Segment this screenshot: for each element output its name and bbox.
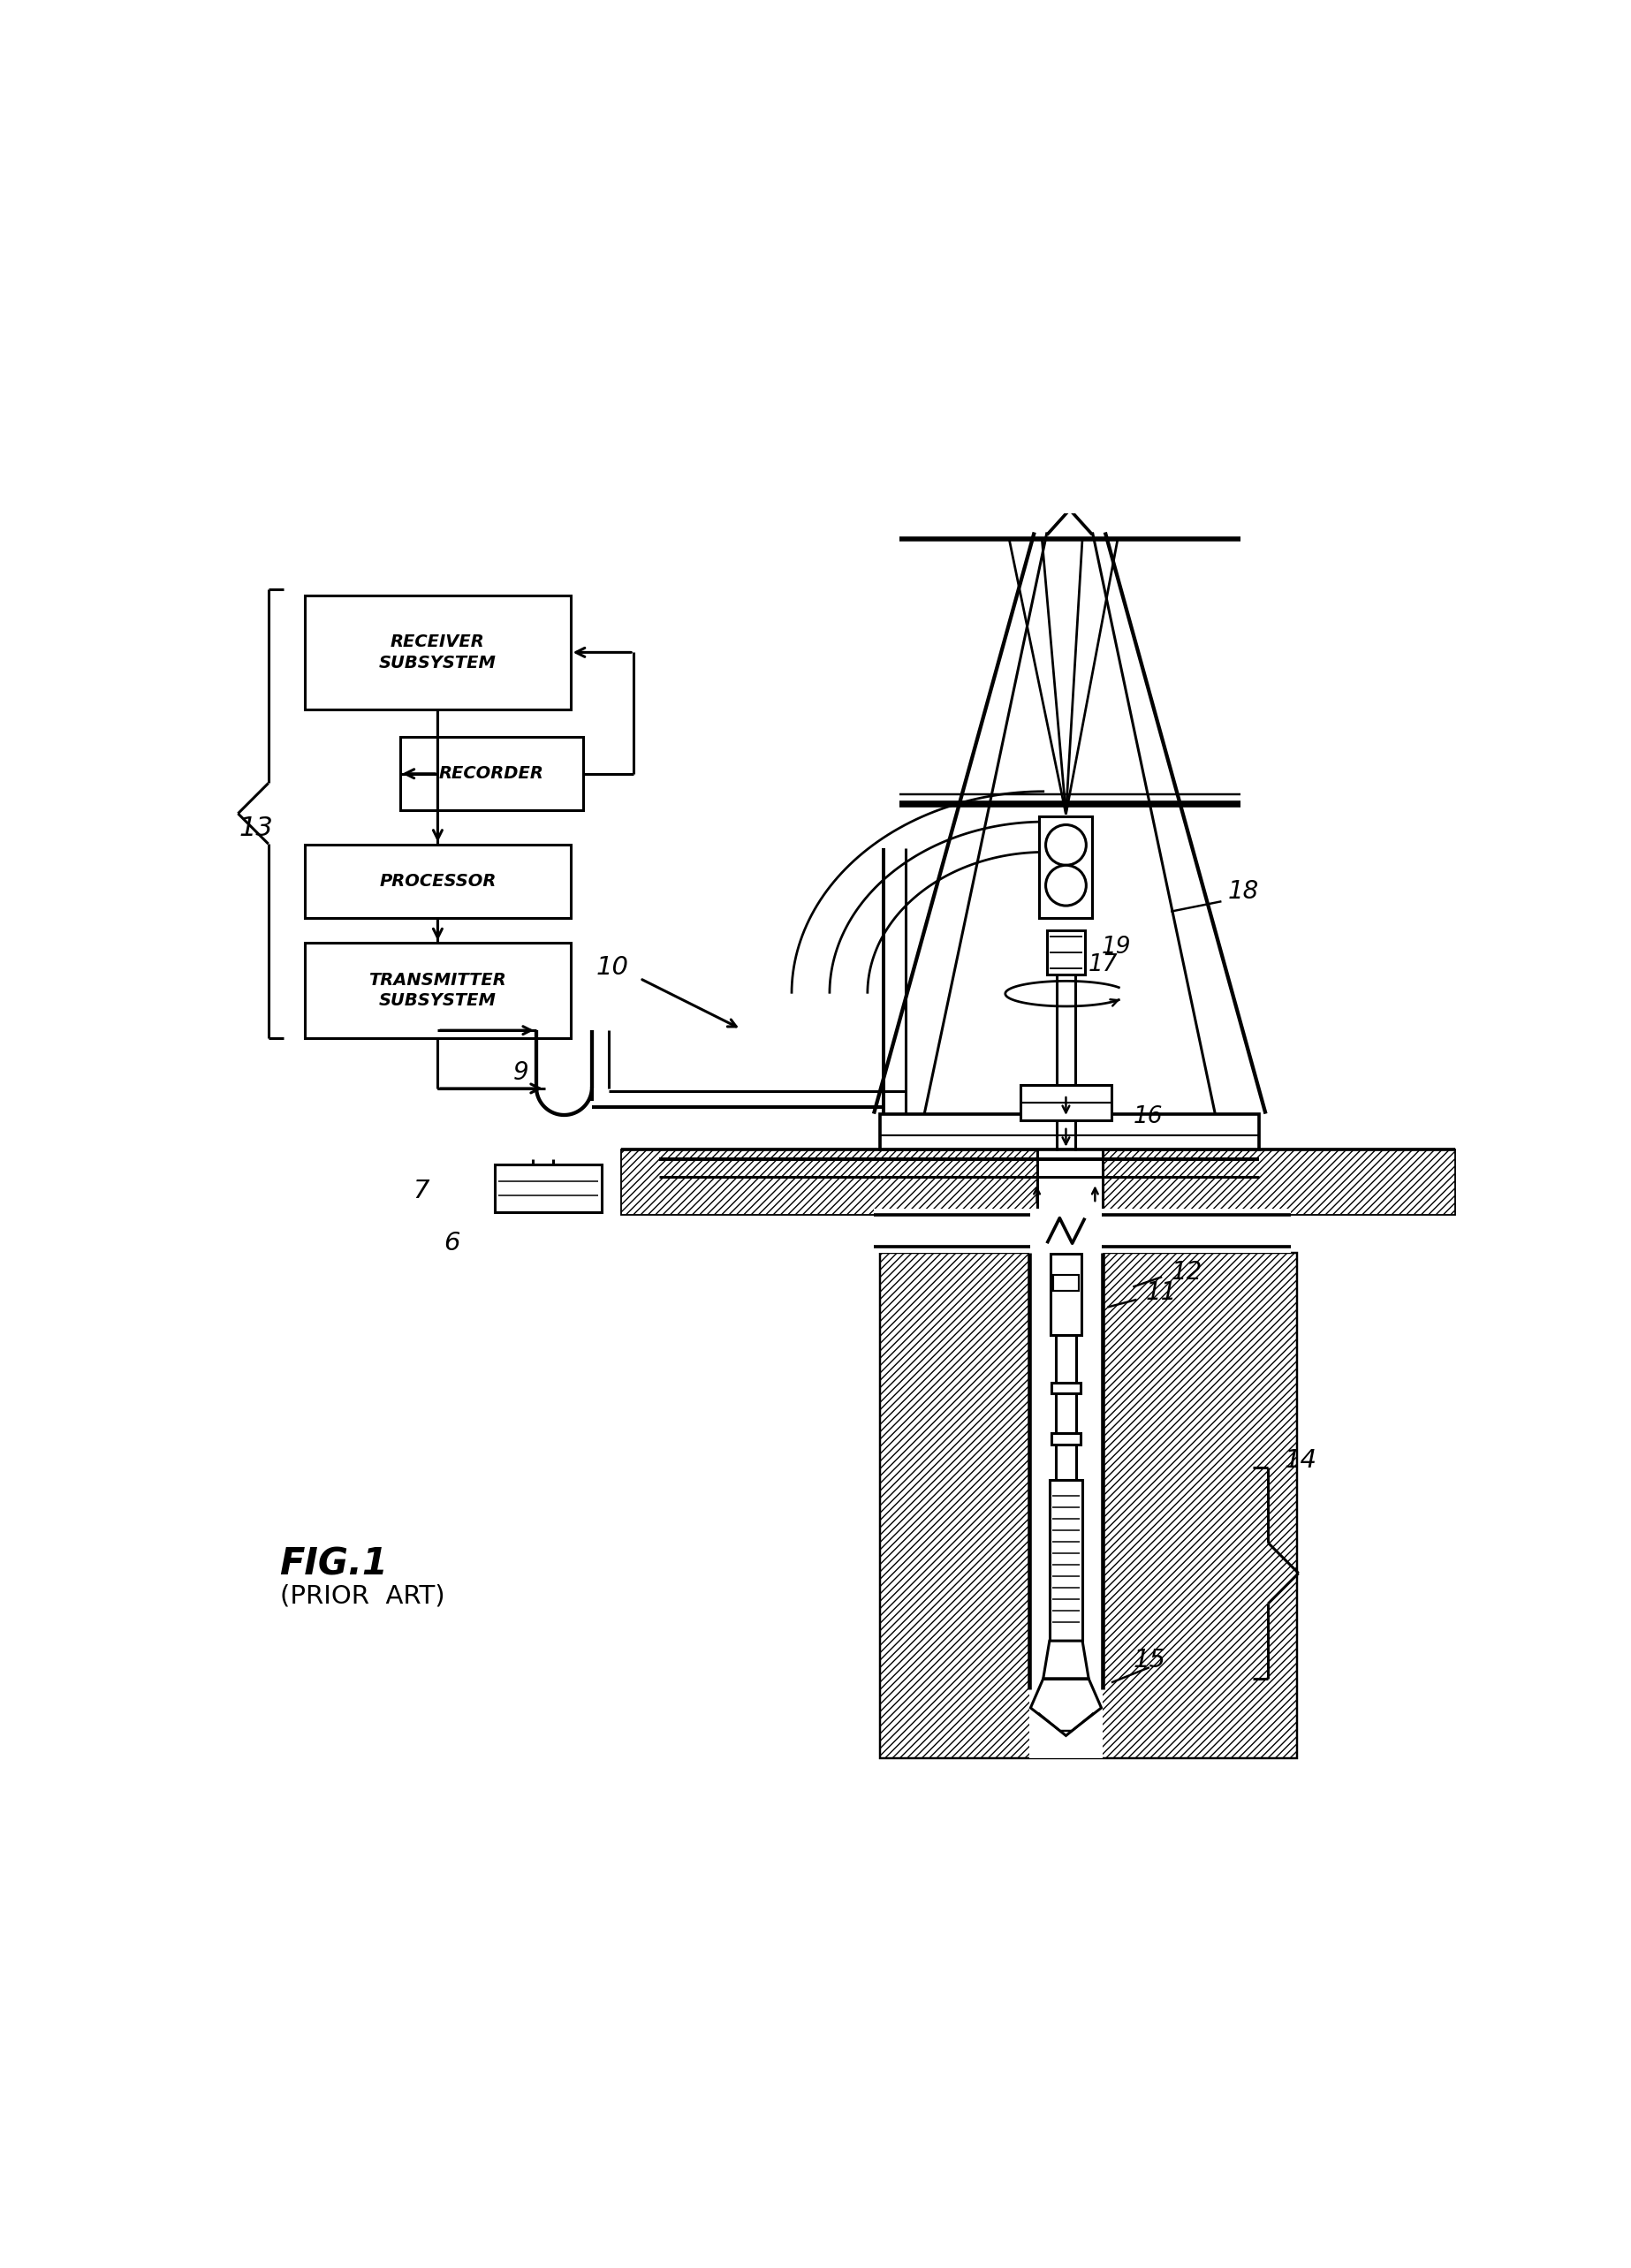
Bar: [1052, 1381, 1081, 1395]
Circle shape: [1045, 864, 1086, 905]
Bar: [1054, 1275, 1078, 1290]
Bar: [1049, 1481, 1083, 1640]
Text: 17: 17: [1088, 953, 1119, 975]
Bar: [881, 1114, 1259, 1150]
Bar: [1050, 1254, 1081, 1336]
Text: 18: 18: [1228, 880, 1259, 905]
Text: 11: 11: [1145, 1279, 1176, 1304]
Text: 16: 16: [1134, 1105, 1163, 1127]
Text: RECEIVER
SUBSYSTEM: RECEIVER SUBSYSTEM: [378, 633, 496, 671]
Text: 13: 13: [240, 814, 274, 841]
Bar: [305, 943, 571, 1039]
Bar: [621, 1150, 1455, 1216]
Bar: [1055, 1336, 1076, 1388]
Text: 14: 14: [1285, 1449, 1318, 1472]
Text: FIG.1: FIG.1: [281, 1547, 388, 1583]
Text: (PRIOR  ART): (PRIOR ART): [281, 1583, 445, 1608]
Bar: [1029, 1252, 1103, 1758]
Bar: [494, 1163, 602, 1213]
Text: 6: 6: [444, 1232, 460, 1256]
Bar: [1047, 930, 1085, 975]
Bar: [305, 844, 571, 919]
Bar: [1021, 1084, 1111, 1120]
Bar: [1055, 1438, 1076, 1481]
Bar: [874, 1209, 1292, 1252]
Text: 19: 19: [1101, 934, 1130, 959]
Bar: [1039, 816, 1093, 919]
Text: 9: 9: [514, 1059, 528, 1084]
Bar: [1052, 1433, 1081, 1445]
Bar: [400, 737, 584, 810]
Bar: [881, 1252, 1297, 1758]
Text: 15: 15: [1134, 1649, 1166, 1674]
Text: RECORDER: RECORDER: [439, 764, 545, 782]
Text: 10: 10: [595, 955, 628, 980]
Text: TRANSMITTER
SUBSYSTEM: TRANSMITTER SUBSYSTEM: [369, 971, 507, 1009]
Circle shape: [1045, 826, 1086, 864]
Polygon shape: [1044, 1640, 1090, 1678]
Text: PROCESSOR: PROCESSOR: [380, 873, 496, 889]
Bar: [305, 596, 571, 710]
Text: 7: 7: [413, 1179, 429, 1204]
Bar: [1037, 1150, 1103, 1216]
Bar: [1055, 1388, 1076, 1438]
Text: 12: 12: [1171, 1261, 1202, 1284]
Polygon shape: [1031, 1678, 1101, 1735]
